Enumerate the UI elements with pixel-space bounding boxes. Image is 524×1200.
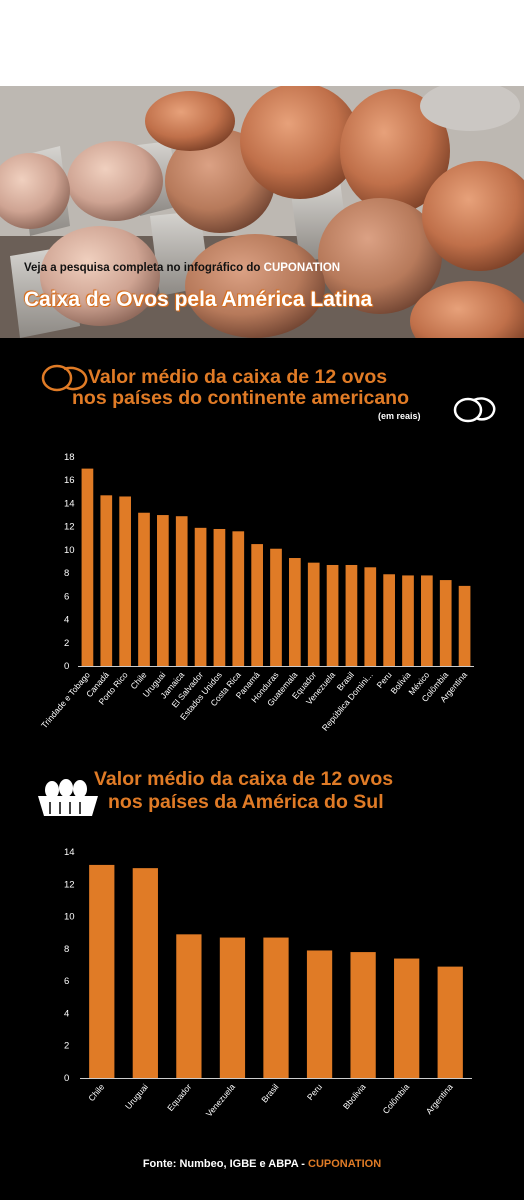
americas-ytick-label: 6 bbox=[64, 591, 69, 602]
south-america-bar bbox=[219, 937, 246, 1078]
americas-ytick-label: 14 bbox=[64, 498, 75, 509]
americas-bar bbox=[421, 575, 433, 666]
south-america-category-label: Chile bbox=[86, 1082, 106, 1103]
americas-ytick-label: 2 bbox=[64, 638, 69, 649]
south-america-category-label: Uruguai bbox=[123, 1082, 150, 1111]
americas-bar bbox=[307, 562, 320, 666]
section2-title-line1: Valor médio da caixa de 12 ovos bbox=[94, 768, 394, 790]
south-america-bar bbox=[394, 958, 420, 1078]
south-america-category-label: Peru bbox=[305, 1082, 324, 1102]
hero-subtitle-brand[interactable]: CUPONATION bbox=[263, 262, 341, 274]
south-america-ytick-label: 8 bbox=[64, 944, 69, 955]
hero-banner: Veja a pesquisa completa no infográfico … bbox=[0, 86, 524, 338]
south-america-ytick-label: 0 bbox=[64, 1073, 69, 1084]
americas-ytick-label: 16 bbox=[64, 475, 75, 486]
south-america-bar bbox=[89, 864, 115, 1078]
americas-bar bbox=[270, 548, 282, 666]
egg-outline-icon bbox=[453, 397, 496, 423]
south-america-bar bbox=[350, 952, 376, 1078]
americas-ytick-label: 12 bbox=[64, 522, 75, 533]
americas-ytick-label: 0 bbox=[64, 661, 69, 672]
americas-bar bbox=[213, 528, 226, 666]
americas-bar bbox=[175, 516, 188, 666]
footer-brand[interactable]: CUPONATION bbox=[308, 1158, 382, 1170]
south-america-category-label: Venezuela bbox=[204, 1082, 237, 1119]
americas-bar bbox=[194, 527, 207, 666]
south-america-category-label: Equador bbox=[165, 1082, 193, 1113]
south-america-ytick-label: 12 bbox=[64, 879, 75, 890]
americas-bar bbox=[251, 544, 263, 666]
americas-bar bbox=[345, 564, 358, 666]
americas-bar bbox=[364, 567, 377, 666]
section2-title-line2: nos países da América do Sul bbox=[108, 791, 384, 813]
americas-bar bbox=[458, 585, 471, 666]
south-america-category-label: Brasil bbox=[259, 1082, 280, 1105]
south-america-ytick-label: 6 bbox=[64, 976, 69, 987]
south-america-bar bbox=[306, 950, 333, 1078]
top-white-band bbox=[0, 0, 524, 86]
egg-carton-icon bbox=[38, 779, 98, 816]
south-america-ytick-label: 4 bbox=[64, 1008, 69, 1019]
hero-subtitle-text: Veja a pesquisa completa no infográfico … bbox=[24, 262, 261, 274]
americas-bar bbox=[326, 564, 339, 666]
americas-bar bbox=[119, 496, 131, 666]
americas-ytick-label: 8 bbox=[64, 568, 69, 579]
south-america-ytick-label: 2 bbox=[64, 1041, 69, 1052]
section1-title-line2: nos países do continente americano bbox=[72, 387, 410, 409]
south-america-category-label: Argentina bbox=[424, 1082, 455, 1117]
hero-title: Caixa de Ovos pela América Latina bbox=[24, 288, 373, 311]
section1-unit: (em reais) bbox=[378, 411, 421, 421]
americas-bar bbox=[138, 512, 150, 666]
americas-bar bbox=[157, 515, 169, 666]
americas-bar bbox=[100, 495, 113, 666]
hero-subtitle: Veja a pesquisa completa no infográfico … bbox=[24, 262, 340, 274]
americas-bar bbox=[383, 574, 395, 666]
americas-bar bbox=[439, 580, 452, 666]
south-america-category-label: Bbolivia bbox=[341, 1082, 368, 1111]
americas-bar bbox=[289, 558, 301, 666]
eggs-photo-illustration bbox=[0, 86, 524, 338]
footer-source-text: Fonte: Numbeo, IGBE e ABPA - bbox=[142, 1158, 305, 1170]
americas-category-label: Trindade e Tobago bbox=[39, 670, 92, 731]
chart-south-america: 0 2 4 6 8 10 12 14 Chile Uruguai Equador Venezuela B… bbox=[64, 847, 472, 1119]
south-america-ytick-label: 14 bbox=[64, 847, 75, 858]
americas-bar bbox=[81, 468, 94, 666]
americas-bar bbox=[402, 575, 414, 666]
footer-source: Fonte: Numbeo, IGBE e ABPA - CUPONATION bbox=[0, 1158, 524, 1170]
egg-outline-icon bbox=[41, 364, 88, 392]
south-america-ytick-label: 10 bbox=[64, 912, 75, 923]
americas-ytick-label: 10 bbox=[64, 545, 75, 556]
south-america-bar bbox=[176, 934, 202, 1078]
south-america-category-label: Colômbia bbox=[380, 1082, 411, 1116]
south-america-bar bbox=[132, 868, 158, 1078]
americas-ytick-label: 18 bbox=[64, 452, 75, 463]
section1-title-line1: Valor médio da caixa de 12 ovos bbox=[88, 366, 388, 388]
americas-ytick-label: 4 bbox=[64, 615, 69, 626]
americas-bar bbox=[232, 531, 245, 666]
south-america-bar bbox=[437, 966, 463, 1078]
south-america-bar bbox=[263, 937, 289, 1078]
